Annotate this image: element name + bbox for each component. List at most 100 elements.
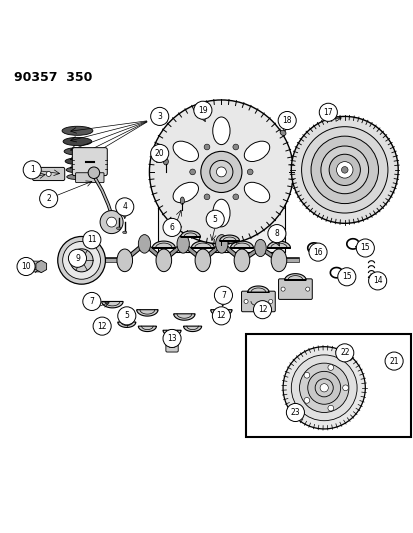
Circle shape [305,287,309,291]
Ellipse shape [122,231,126,233]
Circle shape [320,146,368,193]
Circle shape [291,116,397,223]
Circle shape [253,301,271,319]
Ellipse shape [163,158,168,165]
Circle shape [212,307,230,325]
Polygon shape [180,231,200,237]
Circle shape [267,224,285,243]
Circle shape [115,198,133,216]
Circle shape [193,101,211,119]
Text: 18: 18 [282,116,291,125]
Ellipse shape [66,167,88,173]
Circle shape [206,210,224,228]
Text: 15: 15 [341,272,351,281]
Text: 7: 7 [89,297,94,306]
Ellipse shape [138,235,150,253]
Ellipse shape [195,249,210,272]
Ellipse shape [63,138,92,146]
Circle shape [368,272,386,290]
Text: 10: 10 [21,262,31,271]
Text: 16: 16 [313,248,322,256]
Text: 12: 12 [97,321,107,330]
Ellipse shape [280,130,285,135]
Text: 90357  350: 90357 350 [14,71,92,84]
Polygon shape [163,330,180,336]
Circle shape [200,151,241,192]
Ellipse shape [156,249,171,272]
Circle shape [23,161,41,179]
Polygon shape [230,241,253,248]
Circle shape [163,329,180,348]
Circle shape [46,172,51,176]
Polygon shape [191,241,214,248]
Circle shape [204,194,209,200]
Bar [245,334,410,437]
Text: 22: 22 [339,349,349,357]
Text: 1: 1 [30,165,35,174]
Text: 11: 11 [87,235,96,244]
Circle shape [337,268,355,286]
Circle shape [70,249,93,272]
Ellipse shape [271,249,286,272]
Circle shape [78,257,84,263]
Circle shape [303,373,309,378]
Circle shape [216,167,226,177]
Circle shape [299,363,348,413]
Circle shape [307,372,340,404]
FancyBboxPatch shape [157,164,285,252]
Ellipse shape [64,148,90,155]
Text: 14: 14 [372,277,382,285]
FancyBboxPatch shape [72,148,107,175]
Ellipse shape [212,117,230,144]
FancyBboxPatch shape [76,173,104,183]
Ellipse shape [116,227,120,230]
Polygon shape [247,302,268,308]
Text: 17: 17 [323,108,332,117]
Ellipse shape [176,235,189,253]
Polygon shape [247,286,268,293]
Circle shape [247,169,252,175]
Circle shape [68,249,86,268]
Text: 4: 4 [122,203,127,212]
Circle shape [342,385,348,391]
Polygon shape [138,326,156,332]
Circle shape [318,103,337,122]
FancyBboxPatch shape [278,279,311,300]
Polygon shape [102,302,123,308]
Ellipse shape [116,249,132,272]
Circle shape [57,237,105,284]
Ellipse shape [173,141,198,161]
Polygon shape [117,322,135,327]
Circle shape [149,100,293,244]
Text: 15: 15 [360,244,369,253]
Circle shape [233,144,238,150]
Ellipse shape [66,174,88,180]
Text: 3: 3 [157,112,162,121]
Polygon shape [152,241,175,248]
Circle shape [243,300,247,303]
Polygon shape [284,273,305,280]
Circle shape [83,231,101,249]
FancyBboxPatch shape [166,337,178,352]
Circle shape [341,167,347,173]
Text: 5: 5 [124,311,129,320]
Circle shape [117,307,135,325]
Circle shape [189,169,195,175]
Polygon shape [267,241,290,248]
Ellipse shape [215,235,228,253]
Circle shape [93,317,111,335]
FancyBboxPatch shape [241,291,275,312]
Polygon shape [210,310,232,316]
Polygon shape [183,326,201,332]
Text: 20: 20 [154,149,164,158]
Circle shape [100,211,123,233]
Circle shape [286,403,304,422]
Circle shape [278,111,296,130]
Circle shape [233,194,238,200]
Text: 21: 21 [388,357,398,366]
Circle shape [356,239,373,257]
Text: 6: 6 [169,223,174,232]
Circle shape [327,365,333,370]
Text: 12: 12 [257,305,267,314]
Circle shape [163,219,180,237]
